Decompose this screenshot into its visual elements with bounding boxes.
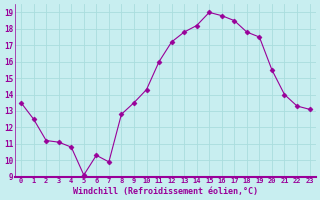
- X-axis label: Windchill (Refroidissement éolien,°C): Windchill (Refroidissement éolien,°C): [73, 187, 258, 196]
